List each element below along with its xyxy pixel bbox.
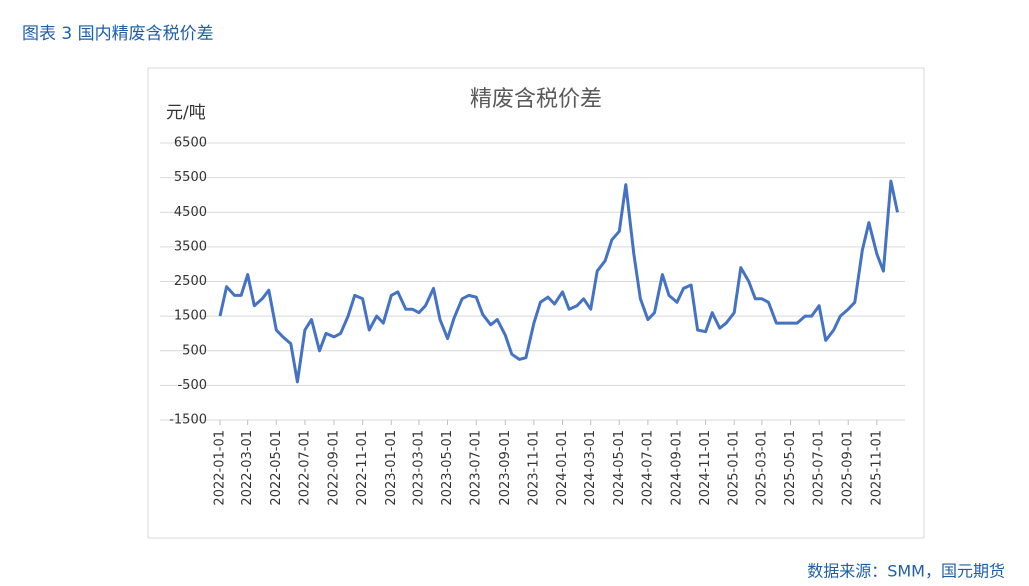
x-tick-label: 2023-05-01 bbox=[440, 430, 455, 506]
y-tick-label: 6500 bbox=[174, 136, 207, 151]
x-tick-label: 2024-11-01 bbox=[698, 430, 713, 506]
x-tick-label: 2025-09-01 bbox=[841, 430, 856, 506]
y-tick-label: -1500 bbox=[169, 413, 207, 428]
x-tick-label: 2025-01-01 bbox=[727, 430, 742, 506]
x-tick-label: 2022-01-01 bbox=[213, 430, 228, 506]
x-tick-label: 2024-07-01 bbox=[640, 430, 655, 506]
figure-title: 图表 3 国内精废含税价差 bbox=[22, 24, 214, 44]
x-tick-label: 2024-01-01 bbox=[555, 430, 570, 506]
x-tick-label: 2023-03-01 bbox=[411, 430, 426, 506]
x-tick-label: 2022-11-01 bbox=[355, 430, 370, 506]
y-tick-label: -500 bbox=[177, 378, 207, 393]
x-tick-label: 2024-03-01 bbox=[583, 430, 598, 506]
source-note: 数据来源：SMM，国元期货 bbox=[807, 562, 1005, 581]
x-tick-label: 2022-05-01 bbox=[269, 430, 284, 506]
x-tick-label: 2024-05-01 bbox=[612, 430, 627, 506]
y-axis-label: 元/吨 bbox=[166, 103, 206, 123]
x-tick-label: 2023-07-01 bbox=[469, 430, 484, 506]
x-tick-label: 2025-07-01 bbox=[812, 430, 827, 506]
y-tick-label: 5500 bbox=[174, 170, 207, 185]
chart-frame bbox=[147, 67, 925, 539]
x-tick-label: 2025-05-01 bbox=[783, 430, 798, 506]
x-tick-label: 2023-09-01 bbox=[498, 430, 513, 506]
y-tick-label: 500 bbox=[182, 343, 207, 358]
y-tick-label: 4500 bbox=[174, 205, 207, 220]
x-tick-label: 2025-03-01 bbox=[754, 430, 769, 506]
x-tick-label: 2025-11-01 bbox=[869, 430, 884, 506]
x-tick-label: 2024-09-01 bbox=[669, 430, 684, 506]
y-tick-label: 3500 bbox=[174, 239, 207, 254]
x-tick-label: 2023-11-01 bbox=[526, 430, 541, 506]
y-tick-label: 2500 bbox=[174, 274, 207, 289]
x-tick-label: 2022-07-01 bbox=[297, 430, 312, 506]
x-tick-label: 2022-09-01 bbox=[327, 430, 342, 506]
x-tick-label: 2023-01-01 bbox=[384, 430, 399, 506]
y-tick-label: 1500 bbox=[174, 309, 207, 324]
x-tick-label: 2022-03-01 bbox=[240, 430, 255, 506]
data-line bbox=[218, 179, 899, 384]
chart-title: 精废含税价差 bbox=[470, 87, 602, 112]
